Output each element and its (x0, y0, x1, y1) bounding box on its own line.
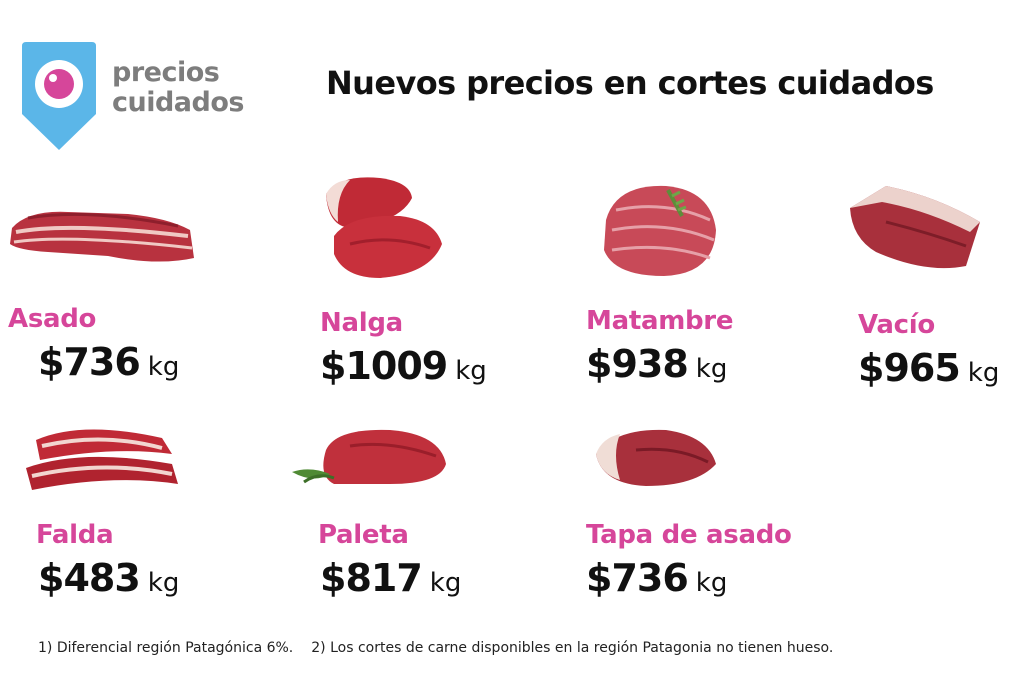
vacio-meat-image (850, 186, 980, 269)
cut-name: Matambre (586, 306, 734, 336)
price-amount: $736 (586, 556, 689, 600)
cut-price: $1009 kg (320, 344, 487, 388)
cut-price: $965 kg (858, 346, 999, 390)
cut-price: $736 kg (38, 340, 179, 384)
cut-name: Asado (8, 304, 97, 334)
logo-text: precios cuidados (112, 58, 244, 118)
paleta-meat-image (292, 429, 446, 484)
matambre-meat-image (604, 185, 716, 276)
price-amount: $1009 (320, 344, 448, 388)
cut-name: Paleta (318, 520, 409, 550)
nalga-meat-image (326, 177, 442, 278)
tapa-de-asado-meat-image (596, 429, 716, 486)
price-amount: $817 (320, 556, 423, 600)
price-amount: $965 (858, 346, 961, 390)
footnotes: 1) Diferencial región Patagónica 6%. 2) L… (38, 640, 833, 656)
cut-name: Vacío (858, 310, 935, 340)
cut-price: $736 kg (586, 556, 727, 600)
price-unit: kg (695, 568, 728, 598)
cut-name: Nalga (320, 308, 403, 338)
footnote-2: 2) Los cortes de carne disponibles en la… (311, 640, 834, 656)
logo-line-1: precios (112, 57, 220, 88)
cut-price: $817 kg (320, 556, 461, 600)
price-unit: kg (147, 352, 180, 382)
cut-price: $938 kg (586, 342, 727, 386)
cut-price: $483 kg (38, 556, 179, 600)
price-amount: $736 (38, 340, 141, 384)
price-amount: $483 (38, 556, 141, 600)
falda-meat-image (26, 429, 178, 490)
price-unit: kg (455, 356, 487, 386)
price-unit: kg (695, 354, 728, 384)
location-pin-icon (22, 42, 96, 150)
cut-name: Falda (36, 520, 114, 550)
price-amount: $938 (586, 342, 689, 386)
precios-cuidados-logo: precios cuidados (22, 42, 262, 154)
price-unit: kg (147, 568, 180, 598)
asado-meat-image (10, 211, 194, 262)
footnote-1: 1) Diferencial región Patagónica 6%. (38, 640, 294, 656)
price-unit: kg (429, 568, 462, 598)
logo-line-2: cuidados (112, 87, 244, 118)
page-title: Nuevos precios en cortes cuidados (326, 64, 934, 102)
price-unit: kg (967, 358, 1000, 388)
cut-name: Tapa de asado (586, 520, 792, 550)
